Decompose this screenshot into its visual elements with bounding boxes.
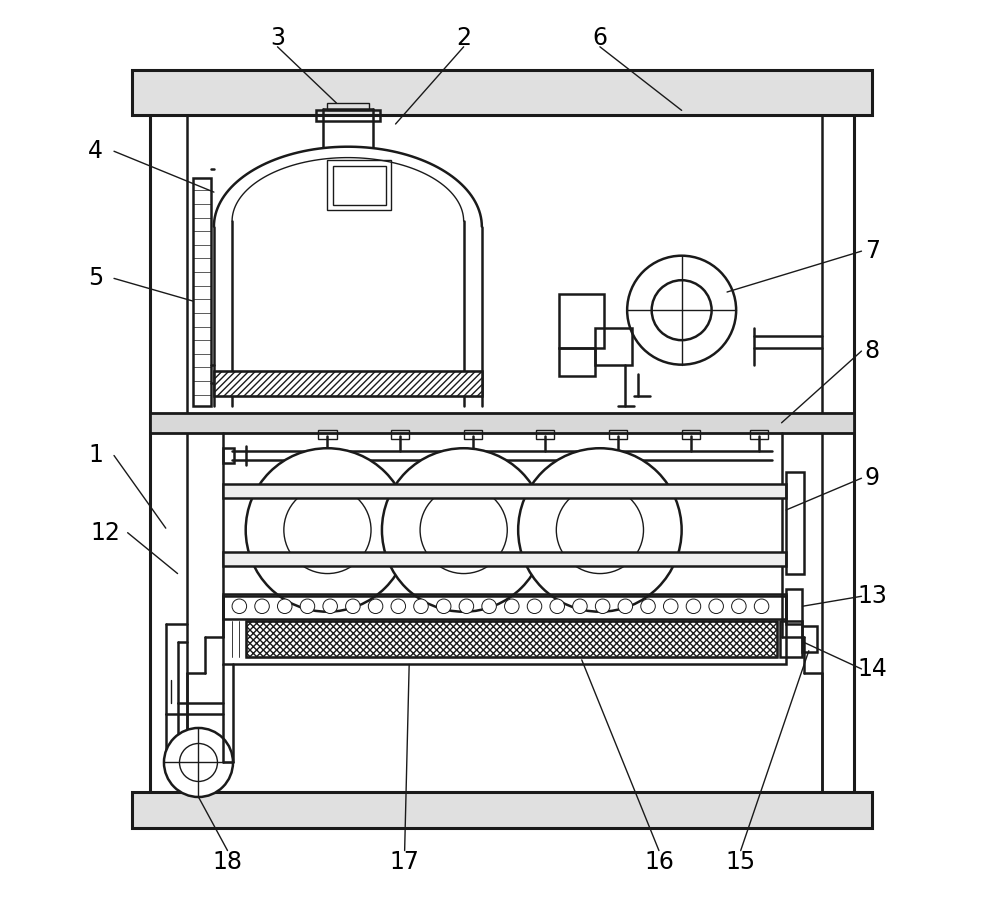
Text: 14: 14: [857, 657, 887, 681]
Bar: [316, 110, 380, 121]
Circle shape: [652, 281, 712, 340]
Bar: [132, 69, 872, 115]
Circle shape: [556, 486, 643, 574]
Circle shape: [641, 599, 655, 613]
Circle shape: [232, 599, 247, 613]
Bar: [223, 484, 786, 498]
Text: 8: 8: [865, 339, 880, 363]
Circle shape: [595, 599, 610, 613]
Circle shape: [459, 599, 474, 613]
Bar: [802, 626, 817, 651]
Circle shape: [686, 599, 701, 613]
Circle shape: [754, 599, 769, 613]
Bar: [780, 620, 802, 657]
Circle shape: [414, 599, 428, 613]
Bar: [559, 348, 595, 375]
Circle shape: [382, 448, 545, 611]
Bar: [327, 103, 369, 110]
Circle shape: [323, 599, 337, 613]
Text: 16: 16: [644, 850, 674, 875]
Circle shape: [436, 599, 451, 613]
Circle shape: [482, 599, 496, 613]
Text: 12: 12: [90, 521, 120, 545]
Text: 6: 6: [592, 26, 607, 50]
Text: 3: 3: [270, 26, 285, 50]
Text: 4: 4: [88, 139, 103, 163]
Bar: [559, 294, 604, 348]
Circle shape: [164, 728, 233, 797]
Text: 13: 13: [857, 584, 887, 609]
Bar: [464, 430, 482, 439]
Bar: [327, 160, 391, 210]
Bar: [214, 371, 482, 396]
Circle shape: [420, 486, 507, 574]
Bar: [682, 430, 700, 439]
Bar: [223, 597, 786, 664]
Circle shape: [663, 599, 678, 613]
Bar: [132, 792, 872, 828]
Circle shape: [573, 599, 587, 613]
Bar: [786, 472, 804, 574]
Bar: [750, 430, 768, 439]
Circle shape: [518, 448, 682, 611]
Circle shape: [627, 256, 736, 364]
Bar: [333, 166, 386, 205]
Bar: [786, 589, 802, 623]
Bar: [223, 594, 786, 619]
Text: 1: 1: [88, 444, 103, 467]
Circle shape: [618, 599, 633, 613]
Circle shape: [709, 599, 723, 613]
Text: 9: 9: [865, 466, 880, 490]
Circle shape: [732, 599, 746, 613]
Bar: [223, 552, 786, 567]
Text: 15: 15: [726, 850, 756, 875]
Bar: [609, 430, 627, 439]
Bar: [536, 430, 554, 439]
Bar: [193, 179, 211, 405]
Bar: [150, 413, 854, 433]
Circle shape: [255, 599, 269, 613]
Text: 17: 17: [390, 850, 420, 875]
Circle shape: [391, 599, 406, 613]
Circle shape: [277, 599, 292, 613]
Text: 18: 18: [213, 850, 243, 875]
Bar: [595, 328, 632, 364]
Circle shape: [284, 486, 371, 574]
Circle shape: [550, 599, 564, 613]
Bar: [214, 371, 482, 396]
Circle shape: [246, 448, 409, 611]
Text: 2: 2: [456, 26, 471, 50]
Circle shape: [527, 599, 542, 613]
Circle shape: [505, 599, 519, 613]
Bar: [223, 448, 234, 463]
Text: 7: 7: [865, 240, 880, 263]
Bar: [246, 620, 777, 657]
Circle shape: [368, 599, 383, 613]
Text: 5: 5: [88, 266, 103, 291]
Circle shape: [179, 743, 217, 782]
Bar: [318, 430, 337, 439]
Bar: [391, 430, 409, 439]
Circle shape: [346, 599, 360, 613]
Bar: [246, 620, 777, 657]
Circle shape: [300, 599, 315, 613]
